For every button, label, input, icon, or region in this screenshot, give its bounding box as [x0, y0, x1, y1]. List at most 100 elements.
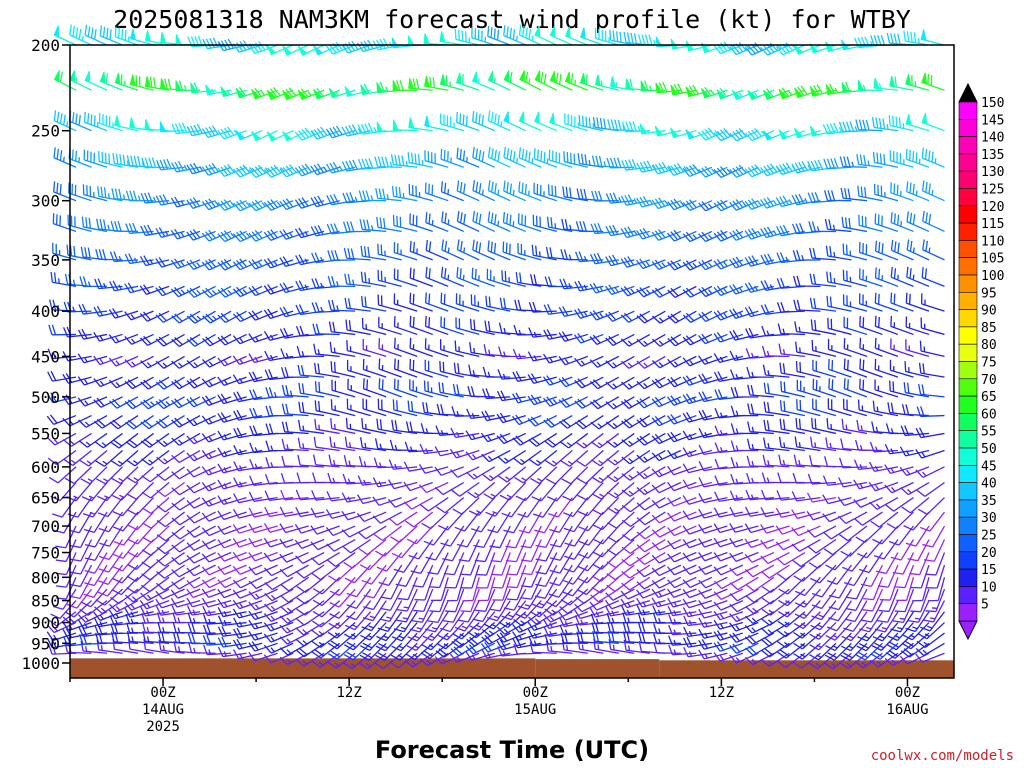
barb-flag — [300, 365, 305, 376]
barb-staff — [137, 525, 155, 545]
barb-flag — [343, 455, 348, 466]
barb-flag — [533, 274, 537, 285]
barb-flag — [251, 641, 259, 651]
barb-flag — [487, 110, 491, 121]
barb-flag — [112, 398, 121, 408]
barb-flag — [301, 164, 309, 174]
barb-flag — [490, 111, 494, 123]
barb-staff — [331, 496, 356, 502]
wind-barb — [390, 154, 418, 168]
barb-staff — [331, 511, 356, 519]
wind-barb — [346, 340, 371, 358]
wind-barb — [266, 130, 294, 142]
wind-barb — [605, 333, 635, 347]
barb-staff — [303, 564, 325, 579]
barb-staff — [300, 285, 325, 292]
barb-half-flag — [472, 473, 478, 478]
barb-flag — [50, 495, 61, 502]
barb-flag — [332, 126, 340, 137]
barb-flag — [279, 230, 287, 240]
barb-half-flag — [254, 604, 260, 610]
wind-barb — [294, 538, 325, 549]
barb-flag — [59, 113, 63, 124]
barb-flag — [315, 302, 320, 313]
barb-pennant — [376, 121, 384, 133]
barb-staff — [145, 611, 170, 617]
barb-flag — [279, 553, 288, 563]
barb-flag — [327, 472, 332, 484]
barb-flag — [325, 526, 334, 536]
barb-flag — [124, 283, 131, 294]
wind-barb — [295, 621, 325, 636]
barb-half-flag — [72, 279, 76, 286]
barb-staff — [346, 257, 371, 261]
barb-staff — [300, 464, 325, 468]
wind-barb — [217, 510, 247, 521]
barb-flag — [127, 538, 138, 545]
barb-flag — [610, 621, 615, 633]
barb-staff — [372, 588, 387, 610]
barb-flag — [186, 605, 193, 616]
barb-half-flag — [131, 627, 134, 633]
barb-staff — [253, 496, 278, 502]
wind-barb — [170, 285, 201, 298]
barb-flag — [254, 42, 263, 52]
barb-flag — [156, 456, 166, 465]
barb-flag — [347, 248, 351, 259]
barb-flag — [335, 125, 343, 136]
barb-flag — [285, 421, 289, 433]
wind-barb — [99, 25, 123, 46]
barb-flag — [208, 164, 216, 174]
wind-barb — [356, 494, 387, 505]
barb-flag — [189, 230, 197, 240]
barb-flag — [108, 609, 116, 619]
barb-flag — [201, 497, 210, 507]
barb-staff — [193, 432, 216, 445]
barb-half-flag — [162, 440, 168, 446]
barb-flag — [140, 592, 149, 601]
barb-flag — [126, 630, 131, 642]
barb-staff — [133, 415, 154, 430]
barb-flag — [172, 622, 177, 633]
barb-flag — [248, 631, 256, 641]
barb-half-flag — [84, 616, 90, 622]
barb-flag — [549, 557, 561, 561]
barb-staff — [223, 511, 247, 521]
barb-flag — [155, 195, 162, 206]
barb-half-flag — [643, 362, 648, 368]
wind-barb — [528, 432, 558, 447]
wind-barb — [47, 348, 77, 360]
wind-barb — [312, 472, 340, 484]
barb-staff — [347, 388, 371, 398]
barb-half-flag — [254, 634, 259, 640]
barb-flag — [592, 563, 602, 570]
barb-staff — [87, 600, 108, 616]
wind-barb — [217, 430, 247, 441]
wind-barb — [110, 432, 139, 449]
barb-staff — [163, 355, 185, 369]
barb-staff — [53, 157, 77, 168]
barb-half-flag — [568, 283, 572, 289]
barb-flag — [110, 623, 115, 634]
wind-barb — [263, 308, 294, 320]
barb-pennant — [423, 33, 431, 45]
barb-half-flag — [364, 442, 367, 449]
barb-flag — [613, 157, 618, 168]
barb-flag — [384, 156, 389, 168]
barb-flag — [112, 308, 119, 318]
wind-barb — [543, 329, 573, 340]
barb-staff — [571, 482, 589, 502]
barb-flag — [158, 227, 166, 237]
wind-barb — [311, 302, 340, 313]
barb-half-flag — [599, 493, 605, 498]
barb-staff — [320, 564, 341, 581]
barb-staff — [600, 482, 620, 500]
wind-barb — [330, 399, 356, 417]
wind-barb — [281, 421, 309, 435]
barb-flag — [364, 272, 367, 283]
barb-half-flag — [477, 78, 480, 84]
barb-staff — [73, 600, 92, 618]
barb-flag — [77, 619, 85, 629]
barb-flag — [158, 257, 166, 267]
wind-barb — [201, 449, 232, 460]
